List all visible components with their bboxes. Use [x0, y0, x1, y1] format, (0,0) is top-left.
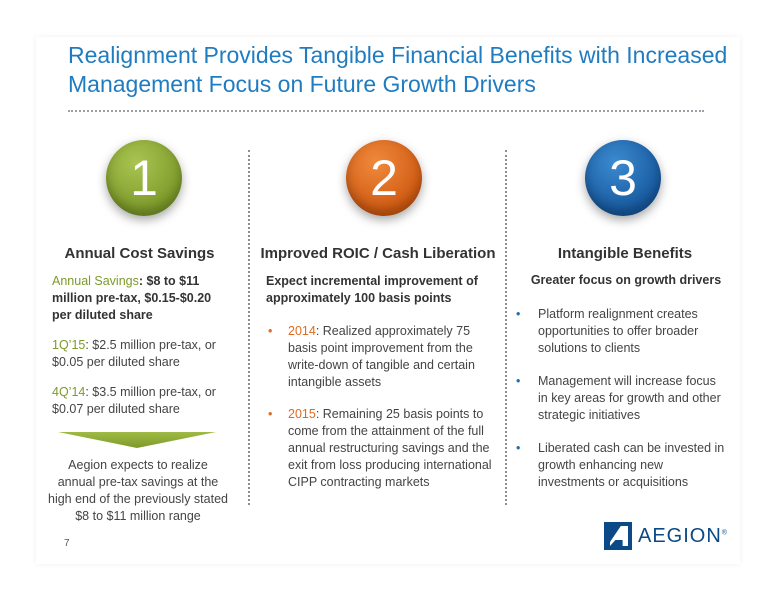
number-badge-3: 3 [585, 140, 661, 216]
list-item: • 2014: Realized approximately 75 basis p… [268, 324, 475, 389]
slide-title: Realignment Provides Tangible Financial … [68, 41, 728, 99]
list-item: • Liberated cash can be invested in growt… [516, 441, 725, 489]
bullet-icon: • [516, 441, 521, 455]
list-item: • 2015: Remaining 25 basis points to come… [268, 407, 492, 489]
bullet-icon: • [516, 374, 521, 388]
title-divider [68, 110, 704, 112]
heading-annual-cost-savings: Annual Cost Savings [64, 245, 215, 262]
quarter-savings-item: 1Q’15: $2.5 million pre-tax, or $0.05 pe… [52, 338, 216, 369]
number-badge-1: 1 [106, 140, 182, 216]
logo-text: AEGION® [638, 524, 728, 547]
bullet-icon: • [268, 407, 273, 421]
quarter-savings-item: 4Q’14: $3.5 million pre-tax, or $0.07 pe… [52, 385, 216, 416]
title-line-2: Management Focus on Future Growth Driver… [68, 71, 536, 97]
savings-note: Aegion expects to realize annual pre-tax… [48, 458, 228, 523]
intangible-bullet-list: • Platform realignment creates opportunit… [514, 306, 729, 507]
roic-intro: Expect incremental improvement of approx… [266, 274, 478, 305]
heading-improved-roic: Improved ROIC / Cash Liberation [260, 245, 496, 262]
column-divider-2 [505, 150, 507, 505]
list-item: • Management will increase focus in key a… [516, 374, 721, 422]
title-line-1: Realignment Provides Tangible Financial … [68, 42, 728, 68]
roic-bullet-list: • 2014: Realized approximately 75 basis p… [266, 323, 494, 506]
heading-intangible-benefits: Intangible Benefits [557, 245, 693, 262]
page-number: 7 [64, 538, 70, 549]
annual-savings-item: Annual Savings: $8 to $11 million pre-ta… [52, 274, 212, 322]
number-badge-2: 2 [346, 140, 422, 216]
column-divider-1 [248, 150, 250, 505]
list-item: • Platform realignment creates opportunit… [516, 307, 699, 355]
aegion-logo: AEGION® [604, 522, 728, 550]
annual-savings-list: Annual Savings: $8 to $11 million pre-ta… [52, 273, 227, 431]
intangible-intro: Greater focus on growth drivers [530, 273, 722, 287]
slide-background [36, 37, 740, 564]
bullet-icon: • [268, 324, 273, 338]
bullet-icon: • [516, 307, 521, 321]
aegion-logo-icon [604, 522, 632, 550]
